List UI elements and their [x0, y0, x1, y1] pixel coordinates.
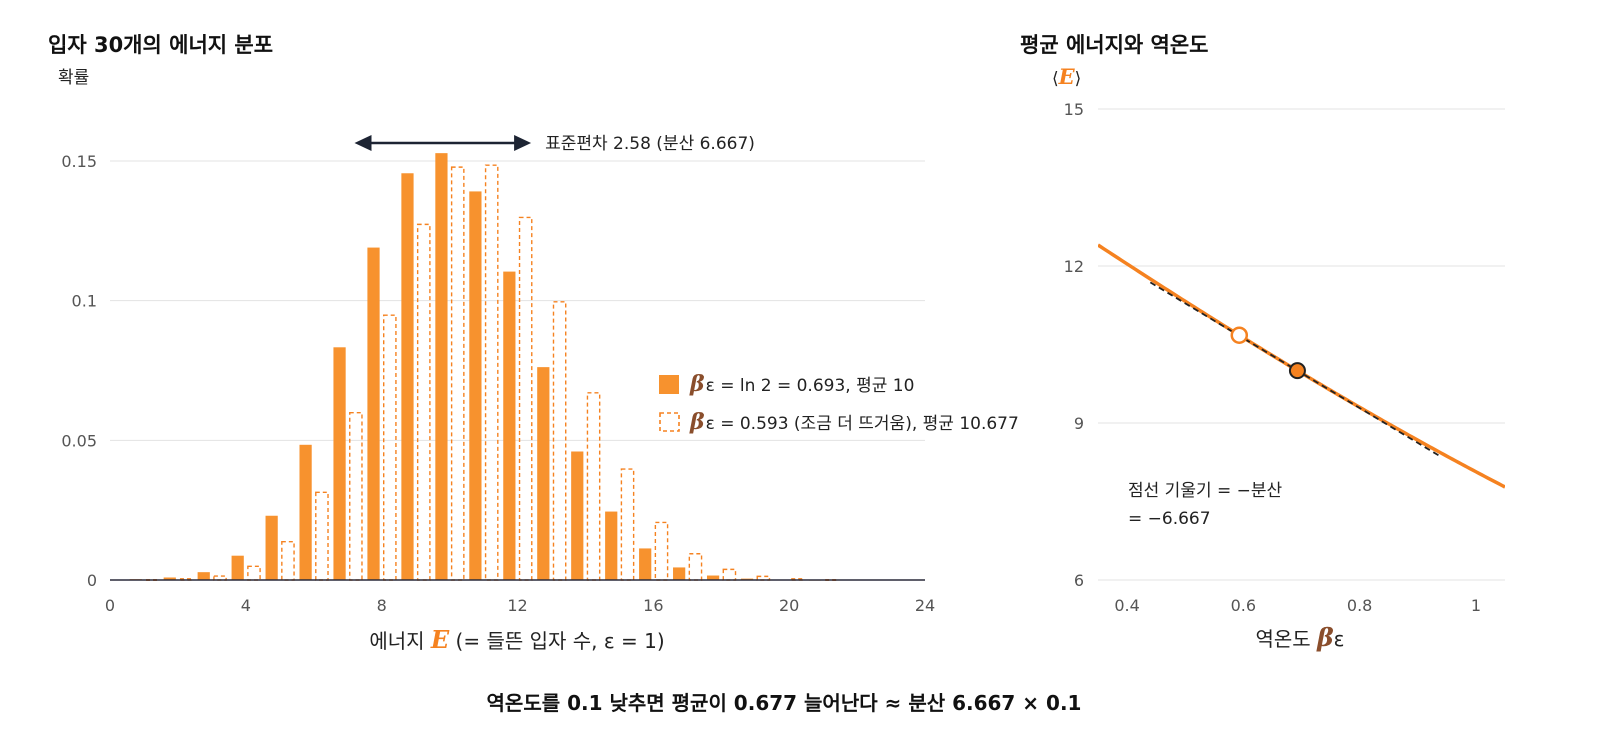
left-y-tick-label: 0.05	[61, 431, 97, 450]
legend-symbol-dashed: β	[689, 409, 705, 435]
legend-entry-filled: βε = ln 2 = 0.693, 평균 10	[689, 371, 914, 397]
left-gridlines	[110, 160, 925, 441]
right-gridlines	[1098, 108, 1505, 581]
bar-dashed	[722, 568, 737, 581]
right-y-tick-labels: 6 9 12 15	[1064, 100, 1084, 590]
bar-dashed	[247, 565, 261, 581]
left-x-tick-labels: 0 4 8 12 16 20 24	[105, 596, 935, 615]
std-dev-arrow-head-right	[514, 135, 532, 151]
left-legend: βε = ln 2 = 0.693, 평균 10 βε = 0.593 (조금 …	[659, 371, 1019, 435]
right-y-axis-label-suffix: ⟩	[1075, 69, 1082, 89]
right-x-axis-label-prefix: 역온도	[1256, 627, 1318, 651]
left-x-axis-label: 에너지 E (= 들뜬 입자 수, ε = 1)	[369, 625, 664, 654]
left-x-tick-label: 16	[643, 596, 663, 615]
bar-dashed	[688, 553, 703, 581]
energy-distribution-chart: 입자 30개의 에너지 분포 확률 0 0.05 0.1 0.15 0 4 8 12 16 20…	[48, 33, 1019, 654]
right-x-tick-label: 0.8	[1347, 596, 1372, 615]
bar-dashed	[315, 491, 329, 581]
point-open	[1230, 326, 1249, 344]
right-x-axis-label: 역온도 βε	[1256, 623, 1345, 652]
left-y-tick-label: 0.15	[61, 152, 97, 171]
std-dev-arrow-head-left	[354, 135, 372, 151]
bar-dashed	[349, 411, 363, 581]
slope-annotation-line-1: 점선 기울기 = −분산	[1128, 481, 1283, 501]
left-bars	[129, 153, 839, 582]
right-points	[1230, 326, 1306, 380]
bar-filled	[299, 444, 312, 580]
point-filled	[1288, 362, 1306, 380]
right-y-axis-symbol: E	[1058, 64, 1076, 89]
left-y-axis-label: 확률	[58, 68, 89, 88]
bar-filled	[333, 347, 346, 580]
bar-filled	[197, 572, 210, 580]
bar-filled	[401, 173, 414, 581]
bar-filled	[571, 451, 584, 580]
bar-dashed	[281, 541, 295, 581]
legend-label-filled: ε = ln 2 = 0.693, 평균 10	[706, 376, 915, 396]
bar-filled	[706, 575, 720, 580]
left-x-tick-label: 8	[377, 596, 387, 615]
left-x-tick-label: 12	[507, 596, 527, 615]
right-chart-title: 평균 에너지와 역온도	[1020, 33, 1209, 57]
legend-entry-dashed: βε = 0.593 (조금 더 뜨거움), 평균 10.677	[689, 409, 1019, 435]
legend-label-dashed: ε = 0.593 (조금 더 뜨거움), 평균 10.677	[706, 414, 1019, 434]
right-x-tick-label: 0.4	[1114, 596, 1139, 615]
bar-dashed	[552, 301, 567, 581]
legend-swatch-filled	[659, 375, 679, 394]
bar-filled	[367, 247, 380, 580]
left-x-axis-label-suffix: (= 들뜬 입자 수, ε = 1)	[449, 629, 665, 653]
left-y-tick-label: 0.1	[72, 292, 97, 311]
left-x-tick-label: 0	[105, 596, 115, 615]
bar-dashed	[586, 392, 601, 581]
left-y-tick-labels: 0 0.05 0.1 0.15	[61, 152, 97, 590]
bar-filled	[231, 555, 244, 580]
bar-filled	[469, 191, 482, 580]
right-x-tick-label: 1	[1471, 596, 1481, 615]
right-y-tick-label: 12	[1064, 257, 1084, 276]
right-x-axis-label-suffix: ε	[1334, 627, 1345, 651]
bar-dashed	[518, 216, 533, 581]
footer-caption: 역온도를 0.1 낮추면 평균이 0.677 늘어난다 ≈ 분산 6.667 ×…	[487, 691, 1082, 715]
bar-filled	[503, 271, 516, 580]
tangent-line	[1149, 281, 1442, 458]
left-x-axis-label-prefix: 에너지	[369, 629, 431, 653]
bar-dashed	[450, 166, 465, 581]
bar-filled	[639, 548, 652, 580]
right-y-tick-label: 9	[1074, 414, 1084, 433]
right-y-tick-label: 6	[1074, 571, 1084, 590]
right-x-tick-labels: 0.4 0.6 0.8 1	[1114, 596, 1481, 615]
bar-dashed	[620, 468, 635, 581]
right-y-axis-label-prefix: ⟨	[1052, 69, 1059, 89]
left-y-tick-label: 0	[87, 571, 97, 590]
mean-energy-vs-beta-chart: 평균 에너지와 역온도 ⟨E⟩ 6 9 12 15 0.4 0.6 0.8 1 점선 기울기…	[1020, 33, 1505, 652]
right-x-tick-label: 0.6	[1231, 596, 1256, 615]
bar-filled	[673, 567, 686, 580]
bar-filled	[605, 511, 618, 580]
right-y-tick-label: 15	[1064, 100, 1084, 119]
legend-swatch-dashed	[659, 412, 680, 432]
bar-dashed	[654, 521, 669, 581]
std-dev-annotation: 표준편차 2.58 (분산 6.667)	[545, 134, 755, 154]
bar-filled	[163, 577, 176, 580]
legend-symbol-filled: β	[689, 371, 705, 397]
bar-filled	[265, 515, 278, 580]
left-x-axis-symbol: E	[430, 625, 450, 654]
left-chart-title: 입자 30개의 에너지 분포	[48, 33, 273, 57]
bar-filled	[435, 153, 448, 580]
bar-dashed	[416, 223, 431, 581]
left-x-tick-label: 4	[241, 596, 251, 615]
right-x-axis-symbol: β	[1316, 623, 1334, 652]
bar-filled	[537, 367, 550, 580]
bar-dashed	[484, 164, 499, 581]
left-x-tick-label: 20	[779, 596, 799, 615]
std-dev-arrow	[354, 135, 532, 151]
right-y-axis-label: ⟨E⟩	[1052, 64, 1081, 89]
left-x-tick-label: 24	[915, 596, 935, 615]
bar-dashed	[383, 314, 397, 581]
slope-annotation-line-2: = −6.667	[1128, 509, 1211, 529]
